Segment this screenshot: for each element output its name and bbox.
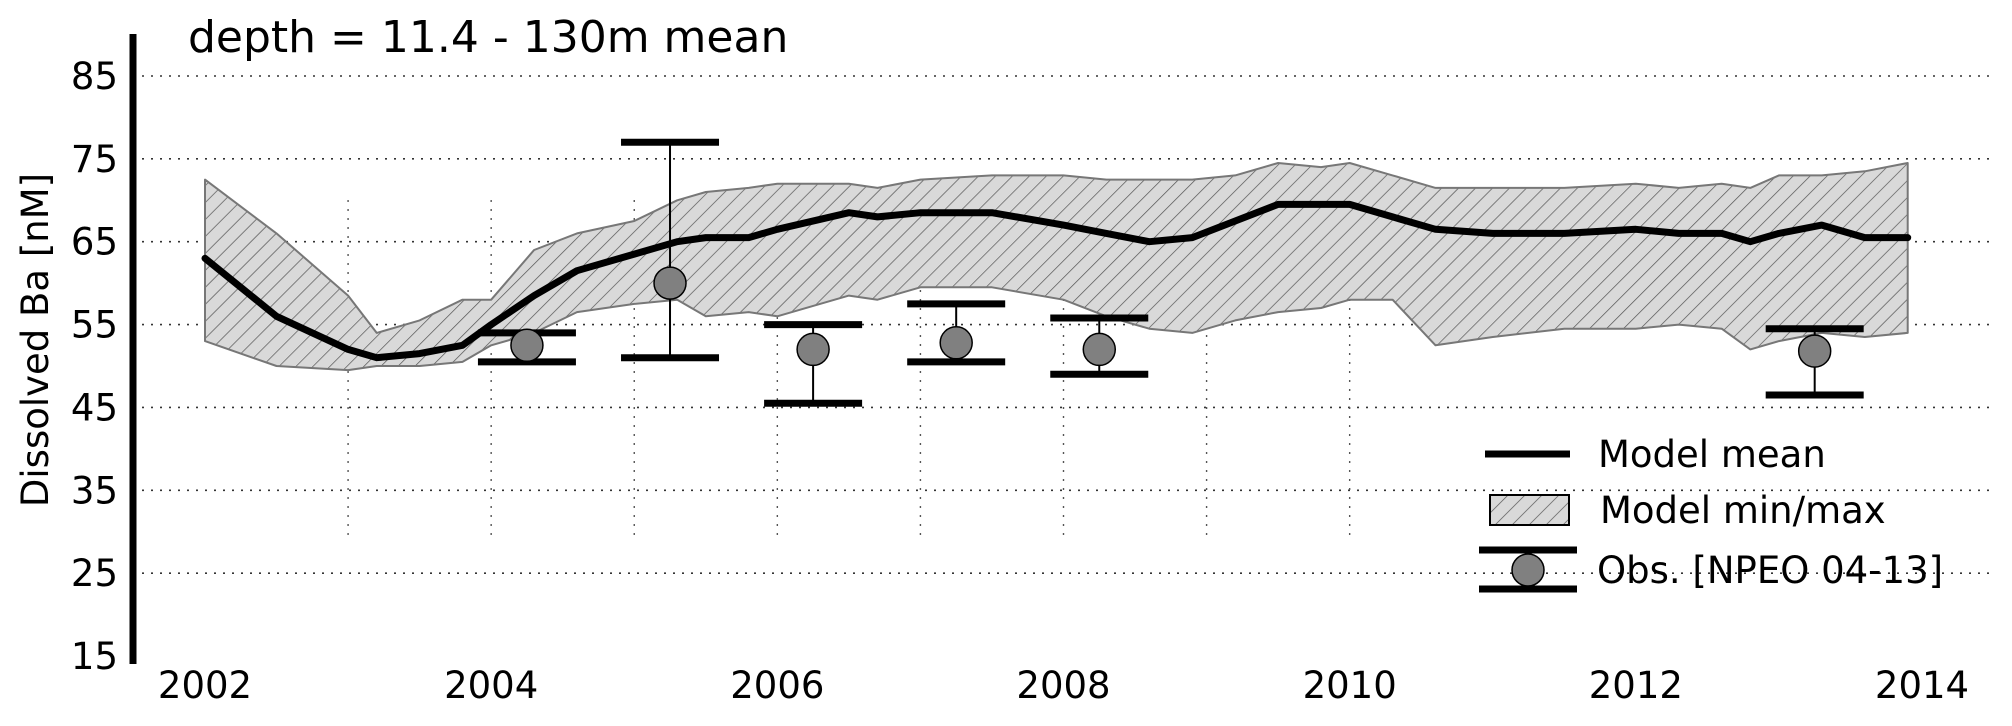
y-tick-label: 65 <box>71 221 118 264</box>
observation-marker <box>1797 334 1832 368</box>
observations <box>477 138 1864 407</box>
x-tick-label: 2008 <box>1016 664 1110 707</box>
observation-marker <box>796 332 830 367</box>
observation-marker <box>653 266 687 300</box>
y-tick-label: 45 <box>71 386 118 429</box>
y-tick-label: 55 <box>71 304 118 347</box>
x-tick-label: 2004 <box>444 664 538 707</box>
legend-range-label: Model min/max <box>1600 489 1886 532</box>
x-tick-label: 2010 <box>1303 664 1397 707</box>
x-tick-label: 2006 <box>730 664 824 707</box>
y-tick-label: 15 <box>71 635 118 678</box>
observation-marker <box>510 328 544 363</box>
y-tick-label: 75 <box>71 138 118 181</box>
observation-marker <box>1082 332 1117 367</box>
model-mean-line <box>201 200 1912 362</box>
axes: 15 25 35 45 55 65 75 85 2002 2004 2006 2008 2010 2012… <box>71 34 1969 707</box>
legend-obs-swatch <box>1479 546 1577 593</box>
observation-point <box>1765 325 1864 399</box>
observation-point <box>764 321 863 407</box>
legend-obs-label: Obs. [NPEO 04-13] <box>1597 549 1943 592</box>
observation-point <box>1050 314 1149 378</box>
model-range-area <box>204 162 1909 372</box>
x-tick-label: 2012 <box>1589 664 1683 707</box>
y-tick-label: 85 <box>71 55 118 98</box>
x-tick-label: 2002 <box>158 664 252 707</box>
model-range-band <box>204 162 1909 372</box>
y-tick-label: 35 <box>71 469 118 512</box>
observation-point <box>621 138 720 362</box>
legend-mean-label: Model mean <box>1598 433 1826 476</box>
legend: Model mean Model min/max Obs. [NPEO 04-1… <box>1479 433 1943 593</box>
model-mean-path <box>201 200 1912 362</box>
y-tick-label: 25 <box>71 552 118 595</box>
observation-marker <box>939 326 973 360</box>
chart-title: depth = 11.4 - 130m mean <box>188 12 788 63</box>
observation-point <box>907 300 1006 366</box>
y-axis-label: Dissolved Ba [nM] <box>14 173 57 507</box>
legend-range-swatch <box>1489 494 1570 526</box>
observation-point <box>477 328 576 366</box>
x-tick-label: 2014 <box>1875 664 1969 707</box>
